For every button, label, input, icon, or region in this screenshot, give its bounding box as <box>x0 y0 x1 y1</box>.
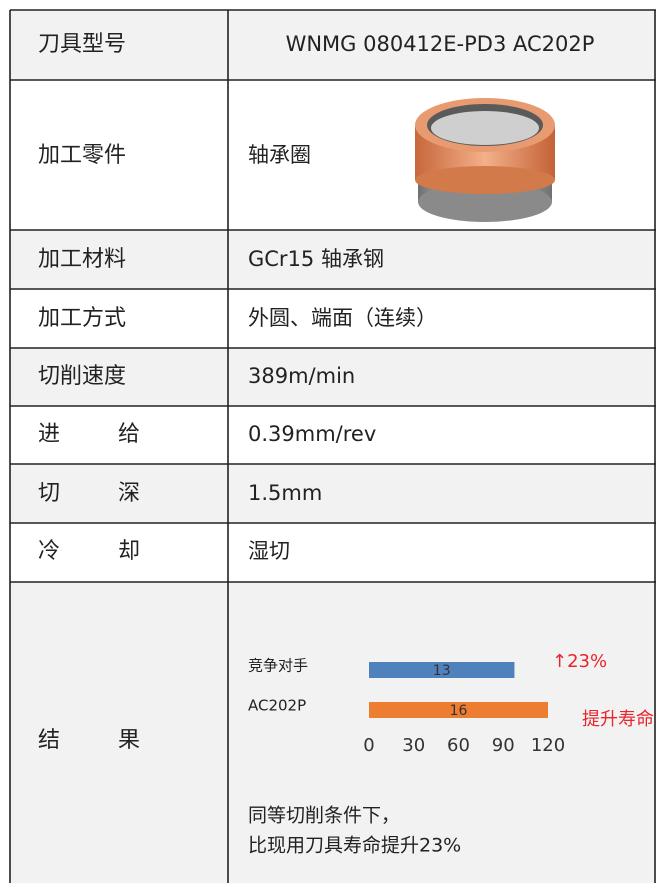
annotation: ↑23% <box>552 651 607 672</box>
value: 湿切 <box>248 539 290 563</box>
label: 加工零件 <box>38 143 126 168</box>
label: 切削速度 <box>38 364 126 389</box>
value: 389m/min <box>248 364 355 388</box>
label: 切深 <box>38 481 198 506</box>
x-tick-label: 0 <box>363 735 374 756</box>
x-tick-label: 30 <box>402 735 425 756</box>
table-borders <box>9 9 656 883</box>
label: 加工方式 <box>38 306 126 331</box>
value: 0.39mm/rev <box>248 422 376 446</box>
bar-text: 13 <box>433 663 451 679</box>
conclusion: 比现用刀具寿命提升23% <box>248 835 461 857</box>
value: 1.5mm <box>248 481 322 505</box>
x-tick-label: 90 <box>492 735 515 756</box>
bar <box>369 662 515 678</box>
label: 刀具型号 <box>38 32 126 57</box>
label: 进给 <box>38 422 198 447</box>
bar <box>369 702 548 718</box>
row-backgrounds <box>10 10 656 883</box>
label: 加工材料 <box>38 247 126 272</box>
category-label: AC202P <box>248 697 306 715</box>
x-tick-label: 120 <box>531 735 565 756</box>
x-tick-label: 60 <box>447 735 470 756</box>
label: 冷却 <box>38 539 198 564</box>
value: GCr15 轴承钢 <box>248 247 384 271</box>
bearing-ring-image <box>415 98 555 222</box>
annotation: 提升寿命 <box>582 709 654 730</box>
value: 外圆、端面（连续） <box>248 306 437 330</box>
category-label: 竞争对手 <box>248 657 308 675</box>
bar-text: 16 <box>450 703 468 719</box>
conclusion: 同等切削条件下， <box>248 805 400 827</box>
value: 轴承圈 <box>248 143 311 167</box>
value: WNMG 080412E-PD3 AC202P <box>286 32 595 56</box>
label: 结果 <box>38 728 198 753</box>
